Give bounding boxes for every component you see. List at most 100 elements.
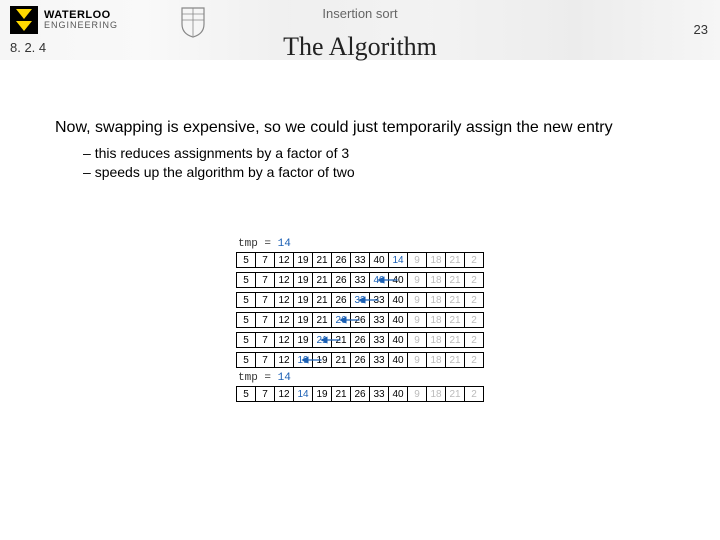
array-cell: 2 bbox=[464, 312, 484, 328]
array-cell: 19 bbox=[312, 386, 332, 402]
array-cell: 18 bbox=[426, 332, 446, 348]
array-cell: 18 bbox=[426, 292, 446, 308]
logo-line2: ENGINEERING bbox=[44, 21, 118, 30]
array-cell: 40 bbox=[388, 312, 408, 328]
array-cell: 21 bbox=[331, 332, 351, 348]
array-cell: 2 bbox=[464, 352, 484, 368]
array-cell: 7 bbox=[255, 312, 275, 328]
array-cell: 5 bbox=[236, 332, 256, 348]
array-cell: 2 bbox=[464, 252, 484, 268]
array-cell: 9 bbox=[407, 252, 427, 268]
array-cell: 18 bbox=[426, 272, 446, 288]
array-cell: 19 bbox=[293, 252, 313, 268]
array-cell: 21 bbox=[312, 252, 332, 268]
array-cell: 19 bbox=[293, 352, 313, 368]
array-cell: 21 bbox=[312, 332, 332, 348]
array-cell: 14 bbox=[388, 252, 408, 268]
array-cell: 7 bbox=[255, 332, 275, 348]
array-row: 5712192126263340918212 bbox=[236, 312, 484, 328]
array-cell: 2 bbox=[464, 386, 484, 402]
array-cell: 2 bbox=[464, 272, 484, 288]
array-cell: 9 bbox=[407, 312, 427, 328]
array-row: 5712192121263340918212 bbox=[236, 332, 484, 348]
array-cell: 21 bbox=[445, 312, 465, 328]
array-cell: 33 bbox=[350, 272, 370, 288]
array-cell: 9 bbox=[407, 352, 427, 368]
array-cell: 5 bbox=[236, 272, 256, 288]
array-cell: 9 bbox=[407, 332, 427, 348]
array-cell: 19 bbox=[293, 332, 313, 348]
tmp-label-bottom: tmp = 14 bbox=[238, 372, 484, 384]
array-cell: 14 bbox=[293, 386, 313, 402]
array-cell: 33 bbox=[369, 386, 389, 402]
array-cell: 21 bbox=[445, 332, 465, 348]
array-cell: 26 bbox=[350, 386, 370, 402]
array-cell: 26 bbox=[331, 312, 351, 328]
array-cell: 12 bbox=[274, 332, 294, 348]
array-cell: 40 bbox=[369, 272, 389, 288]
array-cell: 5 bbox=[236, 386, 256, 402]
array-cell: 9 bbox=[407, 292, 427, 308]
array-cell: 21 bbox=[312, 292, 332, 308]
array-cell: 33 bbox=[369, 352, 389, 368]
bullets: – this reduces assignments by a factor o… bbox=[83, 144, 675, 182]
slide-title: The Algorithm bbox=[0, 32, 720, 62]
bullet-text: this reduces assignments by a factor of … bbox=[95, 145, 349, 161]
bullet-text: speeds up the algorithm by a factor of t… bbox=[95, 164, 355, 180]
array-cell: 18 bbox=[426, 352, 446, 368]
array-cell: 7 bbox=[255, 386, 275, 402]
array-cell: 21 bbox=[331, 352, 351, 368]
array-cell: 21 bbox=[331, 386, 351, 402]
array-cell: 40 bbox=[388, 272, 408, 288]
array-cell: 40 bbox=[388, 352, 408, 368]
array-cell: 12 bbox=[274, 252, 294, 268]
array-row: 5712192126333340918212 bbox=[236, 292, 484, 308]
array-cell: 33 bbox=[369, 312, 389, 328]
header-topic: Insertion sort bbox=[0, 6, 720, 21]
array-cell: 26 bbox=[331, 252, 351, 268]
array-cell: 21 bbox=[312, 312, 332, 328]
array-cell: 21 bbox=[445, 352, 465, 368]
array-cell: 2 bbox=[464, 292, 484, 308]
array-cell: 21 bbox=[445, 272, 465, 288]
array-cell: 26 bbox=[350, 312, 370, 328]
tmp-label-top: tmp = 14 bbox=[238, 238, 484, 250]
array-cell: 33 bbox=[350, 252, 370, 268]
array-cell: 26 bbox=[350, 332, 370, 348]
array-cell: 9 bbox=[407, 386, 427, 402]
array-cell: 26 bbox=[331, 272, 351, 288]
array-cell: 26 bbox=[350, 352, 370, 368]
array-cell: 40 bbox=[369, 252, 389, 268]
array-cell: 5 bbox=[236, 352, 256, 368]
paragraph: Now, swapping is expensive, so we could … bbox=[55, 118, 675, 138]
array-cell: 7 bbox=[255, 352, 275, 368]
array-cell: 9 bbox=[407, 272, 427, 288]
array-cell: 40 bbox=[388, 332, 408, 348]
array-cell: 12 bbox=[274, 272, 294, 288]
array-cell: 7 bbox=[255, 292, 275, 308]
array-cell: 40 bbox=[388, 292, 408, 308]
array-row: 5712192126334040918212 bbox=[236, 272, 484, 288]
bullet-item: – this reduces assignments by a factor o… bbox=[83, 144, 675, 163]
array-row: 5712191921263340918212 bbox=[236, 352, 484, 368]
array-cell: 5 bbox=[236, 292, 256, 308]
array-cell: 21 bbox=[445, 292, 465, 308]
array-cell: 7 bbox=[255, 252, 275, 268]
array-cell: 18 bbox=[426, 386, 446, 402]
array-cell: 12 bbox=[274, 352, 294, 368]
array-cell: 12 bbox=[274, 292, 294, 308]
array-cell: 7 bbox=[255, 272, 275, 288]
array-cell: 33 bbox=[369, 292, 389, 308]
array-cell: 19 bbox=[293, 272, 313, 288]
array-cell: 18 bbox=[426, 252, 446, 268]
array-cell: 18 bbox=[426, 312, 446, 328]
array-cell: 19 bbox=[293, 312, 313, 328]
array-cell: 19 bbox=[312, 352, 332, 368]
array-cell: 26 bbox=[331, 292, 351, 308]
array-cell: 5 bbox=[236, 312, 256, 328]
illustration: tmp = 1457121921263340149182125712192126… bbox=[236, 238, 484, 406]
array-cell: 21 bbox=[445, 386, 465, 402]
array-cell: 5 bbox=[236, 252, 256, 268]
array-cell: 19 bbox=[293, 292, 313, 308]
body-content: Now, swapping is expensive, so we could … bbox=[55, 118, 675, 182]
